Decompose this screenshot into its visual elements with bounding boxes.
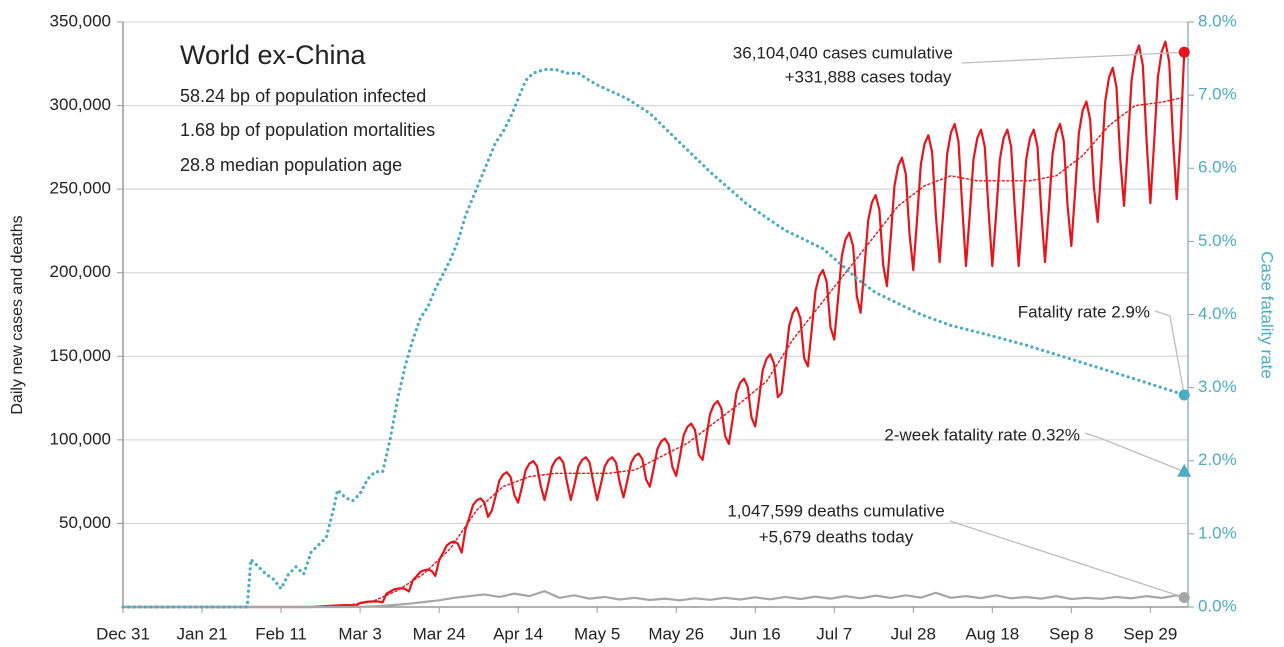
leader-line <box>1084 432 1185 473</box>
y2-tick-label: 0.0% <box>1198 596 1237 615</box>
y-tick-label: 300,000 <box>50 95 111 114</box>
x-tick-label: Jun 16 <box>730 624 781 643</box>
y-tick-label: 100,000 <box>50 429 111 448</box>
leader-line <box>1154 310 1185 396</box>
series-line <box>121 67 1186 609</box>
y2-tick-label: 4.0% <box>1198 304 1237 323</box>
y2-tick-label: 1.0% <box>1198 523 1237 542</box>
end-marker <box>1178 46 1190 58</box>
annotation: +5,679 deaths today <box>759 527 914 546</box>
x-tick-label: Jul 7 <box>816 624 852 643</box>
x-tick-label: Mar 3 <box>338 624 381 643</box>
y2-tick-label: 6.0% <box>1198 158 1237 177</box>
x-tick-label: May 5 <box>574 624 620 643</box>
y2-axis-label: Case fatality rate <box>1258 251 1277 379</box>
y-tick-label: 50,000 <box>59 513 111 532</box>
series-line <box>123 590 1185 609</box>
leader-line <box>949 520 1185 599</box>
end-marker <box>1178 389 1190 401</box>
x-tick-label: Dec 31 <box>96 624 150 643</box>
y2-tick-label: 2.0% <box>1198 450 1237 469</box>
y2-tick-label: 7.0% <box>1198 85 1237 104</box>
annotation: 2-week fatality rate 0.32% <box>884 425 1080 444</box>
series-line <box>123 40 1186 609</box>
x-tick-label: Sep 8 <box>1049 624 1093 643</box>
x-tick-label: Feb 11 <box>255 624 307 643</box>
y2-tick-label: 5.0% <box>1198 231 1237 250</box>
x-tick-label: Aug 18 <box>965 624 1019 643</box>
y-axis-label: Daily new cases and deaths <box>9 215 26 414</box>
x-tick-label: Apr 14 <box>493 624 543 643</box>
x-tick-label: May 26 <box>648 624 704 643</box>
x-tick-label: Jul 28 <box>891 624 936 643</box>
leader-line <box>961 51 1185 64</box>
y-tick-label: 200,000 <box>50 262 111 281</box>
subtitle-line: 58.24 bp of population infected <box>180 86 426 106</box>
annotation: 36,104,040 cases cumulative <box>733 43 953 62</box>
x-tick-label: Sep 29 <box>1123 624 1177 643</box>
chart-title: World ex-China <box>180 40 367 70</box>
y2-tick-label: 8.0% <box>1198 11 1237 30</box>
y2-tick-label: 3.0% <box>1198 377 1237 396</box>
subtitle-line: 1.68 bp of population mortalities <box>180 120 435 140</box>
x-tick-label: Mar 24 <box>413 624 466 643</box>
annotation: +331,888 cases today <box>785 67 952 86</box>
annotation: Fatality rate 2.9% <box>1018 302 1150 321</box>
series-line <box>122 96 1185 608</box>
end-marker <box>1178 592 1190 604</box>
two-week-marker <box>1177 463 1192 477</box>
annotation: 1,047,599 deaths cumulative <box>727 501 944 520</box>
y-tick-label: 150,000 <box>50 346 111 365</box>
subtitle-line: 28.8 median population age <box>180 155 402 175</box>
y-tick-label: 250,000 <box>50 179 111 198</box>
x-tick-label: Jan 21 <box>177 624 228 643</box>
y-tick-label: 350,000 <box>50 11 111 30</box>
